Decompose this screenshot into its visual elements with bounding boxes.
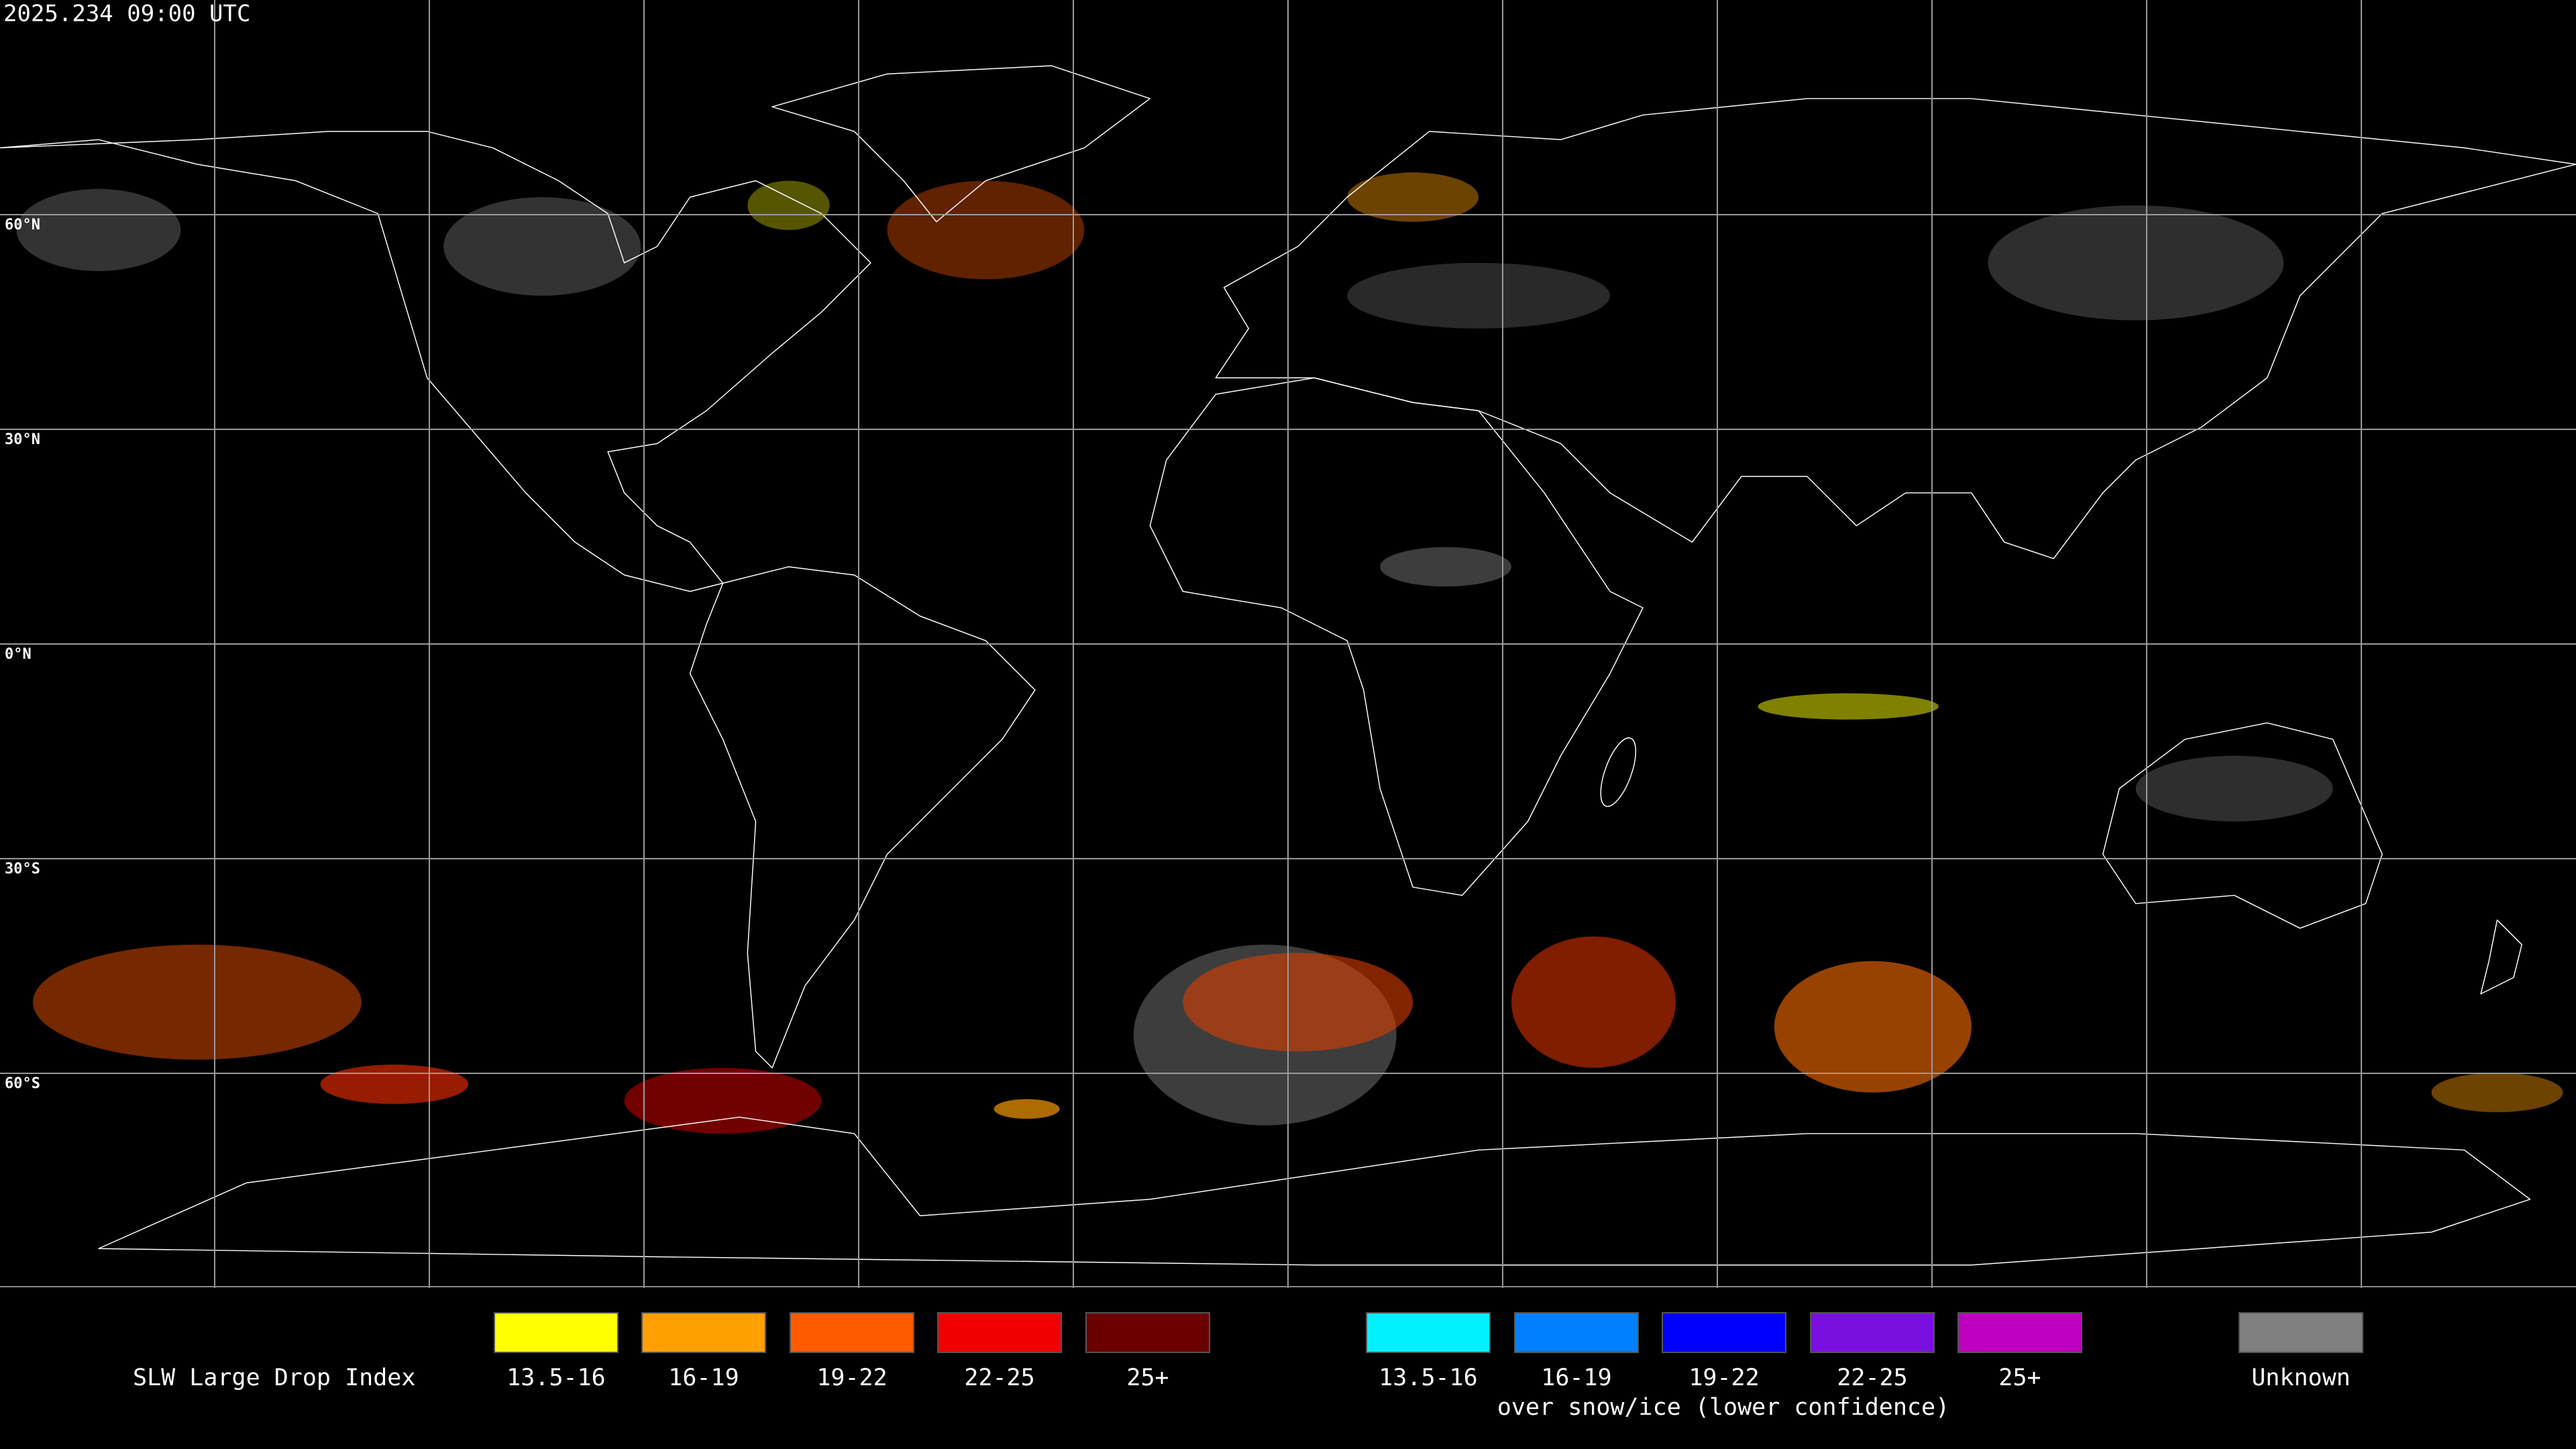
- legend-label: 22-25: [1837, 1364, 1907, 1391]
- legend-label: 19-22: [816, 1364, 887, 1391]
- cloud-drop: [1774, 961, 1972, 1093]
- coastline-new-zealand: [2480, 919, 2522, 995]
- cloud-drop: [1511, 936, 1676, 1068]
- legend-label: 13.5-16: [506, 1364, 606, 1391]
- imagery: [0, 65, 2576, 1266]
- coastline-greenland: [771, 65, 1151, 223]
- legend-title: SLW Large Drop Index: [133, 1364, 415, 1391]
- latitude-label: 30°N: [5, 431, 40, 448]
- cloud-drop: [1183, 953, 1413, 1052]
- legend-label: 16-19: [1541, 1364, 1611, 1391]
- legend-label: 16-19: [668, 1364, 739, 1391]
- cloud-unknown: [16, 189, 181, 272]
- cloud-fields: [16, 172, 2563, 1134]
- legend-swatch: [641, 1312, 766, 1353]
- legend-swatch: [1662, 1312, 1786, 1353]
- latitude-label: 30°S: [5, 861, 40, 877]
- legend-swatch: [1366, 1312, 1491, 1353]
- legend-swatch: [2239, 1312, 2363, 1353]
- timestamp: 2025.234 09:00 UTC: [3, 1, 250, 28]
- legend: 13.5-16 16-19 19-22 22-25 25+ 13.5-16 16-19 19-…: [494, 1312, 2363, 1391]
- legend-swatch: [494, 1312, 619, 1353]
- legend-swatch: [1514, 1312, 1639, 1353]
- legend-swatch: [790, 1312, 914, 1353]
- cloud-unknown: [1988, 205, 2284, 321]
- coastline-madagascar: [1600, 737, 1637, 807]
- cloud-unknown: [2135, 755, 2333, 822]
- coastline-north-america: [0, 131, 871, 592]
- cloud-drop: [2431, 1073, 2563, 1112]
- legend-label: 22-25: [964, 1364, 1034, 1391]
- graticule: 60°N 30°N 0°N 30°S 60°S: [0, 0, 2576, 1288]
- cloud-drop: [624, 1067, 822, 1134]
- legend-caption: over snow/ice (lower confidence): [1497, 1394, 1949, 1421]
- cloud-drop: [32, 945, 362, 1060]
- coastline-south-america: [689, 566, 1036, 1069]
- latitude-label: 60°N: [5, 217, 40, 233]
- cloud-drop: [1758, 693, 1939, 720]
- legend-swatch: [1957, 1312, 2082, 1353]
- coastline-antarctica: [98, 1116, 2531, 1266]
- cloud-drop: [887, 180, 1085, 280]
- legend-label: 19-22: [1688, 1364, 1759, 1391]
- legend-label: 25+: [1998, 1364, 2041, 1391]
- cloud-drop: [320, 1064, 468, 1104]
- latitude-label: 60°S: [5, 1075, 40, 1092]
- legend-label: 13.5-16: [1379, 1364, 1478, 1391]
- cloud-drop: [747, 180, 830, 230]
- legend-swatch: [1085, 1312, 1210, 1353]
- cloud-unknown: [1347, 262, 1611, 329]
- legend-swatch: [937, 1312, 1062, 1353]
- coastline-australia: [2102, 722, 2383, 929]
- legend-label: Unknown: [2251, 1364, 2351, 1391]
- legend-swatch: [1810, 1312, 1935, 1353]
- cloud-drop: [994, 1099, 1060, 1119]
- cloud-unknown: [1380, 547, 1512, 587]
- legend-label: 25+: [1126, 1364, 1169, 1391]
- coastline-eurasia: [1215, 98, 2576, 559]
- latitude-label: 0°N: [5, 646, 32, 663]
- cloud-drop: [1347, 172, 1479, 222]
- cloud-unknown: [443, 197, 641, 296]
